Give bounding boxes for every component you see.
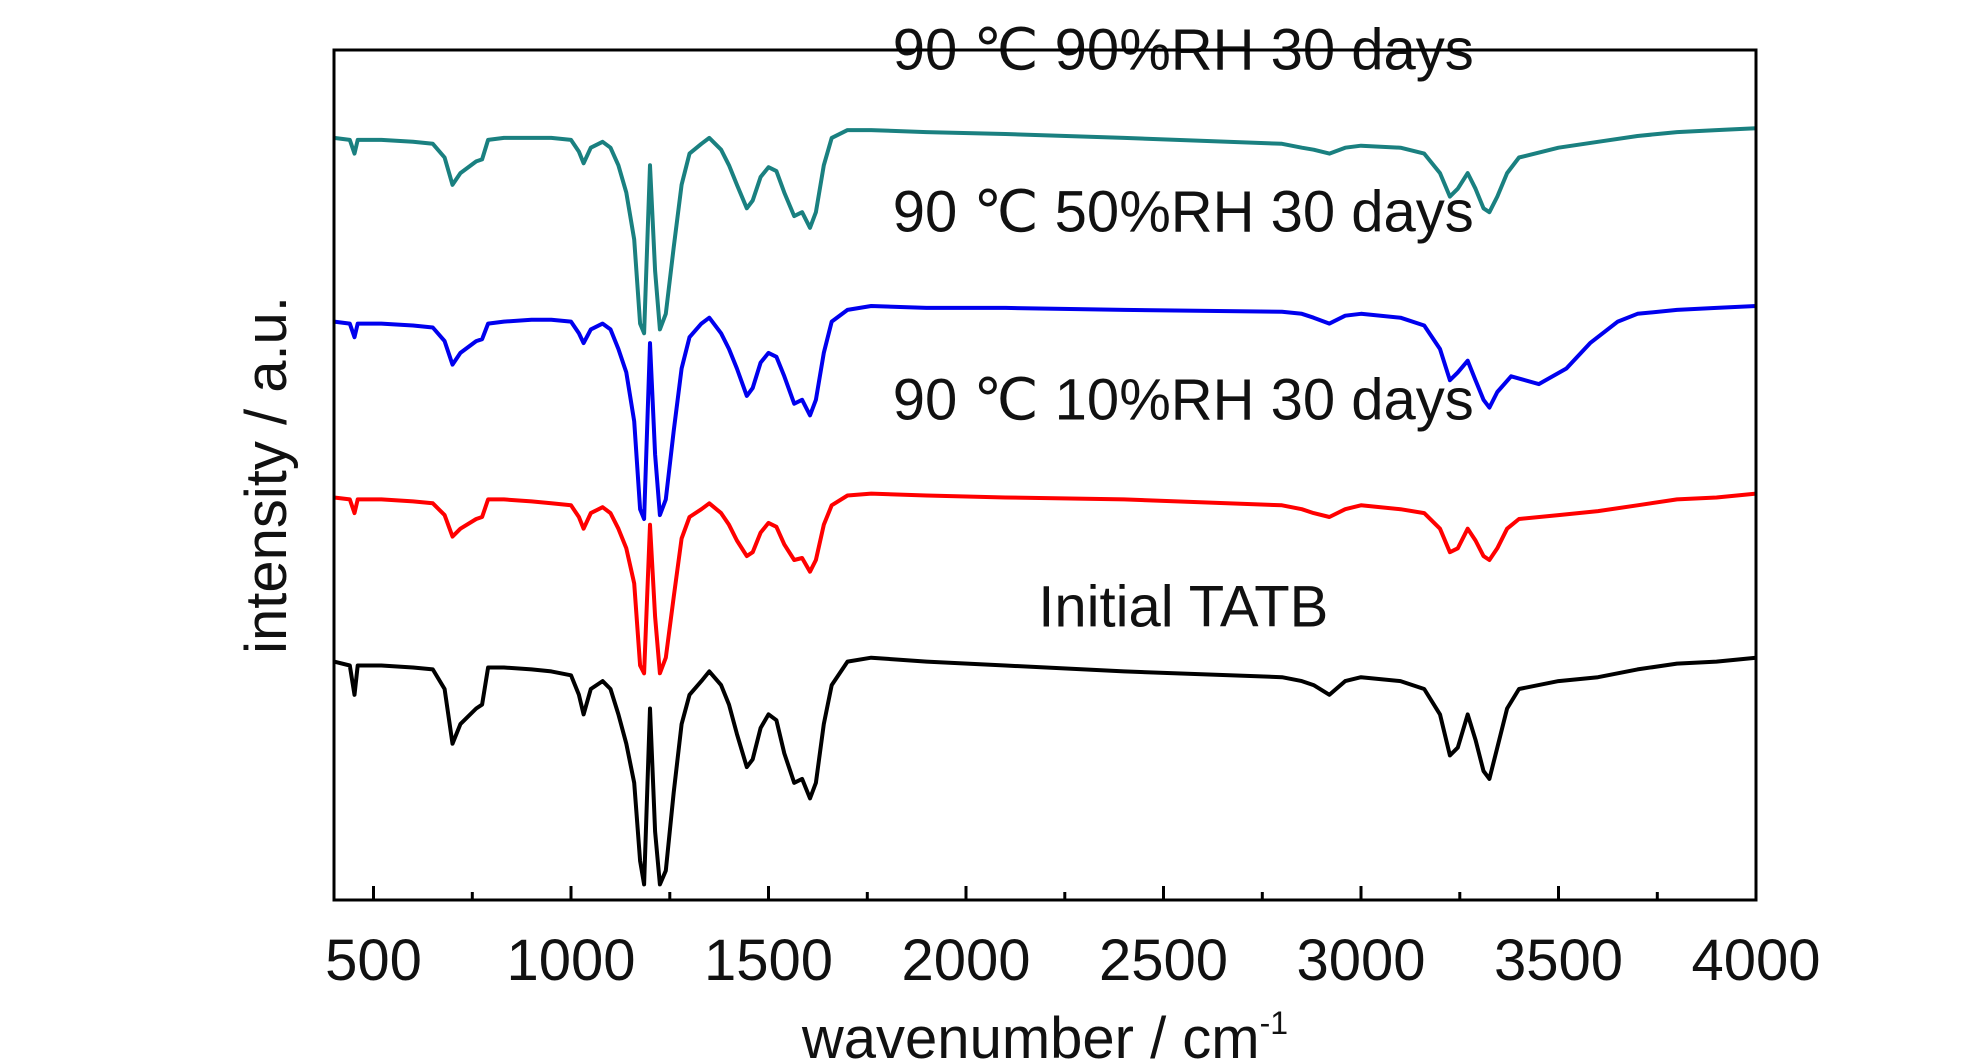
y-axis-title: intensity / a.u. (234, 296, 299, 654)
series-annotation-2: 90 ℃ 10%RH 30 days (893, 367, 1474, 432)
x-axis-title: wavenumber / cm-1 (801, 1005, 1288, 1062)
series-line-2 (333, 304, 1757, 521)
series-annotation-3: Initial TATB (1038, 574, 1328, 639)
series-annotation-1: 90 ℃ 50%RH 30 days (893, 180, 1474, 245)
x-tick-label: 3500 (1494, 928, 1623, 993)
x-tick-label: 2000 (901, 928, 1030, 993)
series-line-0 (333, 655, 1757, 887)
x-tick-label: 3000 (1296, 928, 1425, 993)
series-line-3 (333, 126, 1757, 336)
x-axis-ticks: 500 1000 1500 2000 2500 3000 3500 4000 (325, 886, 1821, 993)
series-line-1 (333, 491, 1757, 676)
x-tick-label: 500 (325, 928, 422, 993)
x-tick-label: 4000 (1691, 928, 1820, 993)
plot-frame (332, 48, 1758, 902)
x-tick-label: 1000 (506, 928, 635, 993)
x-axis-title-text: wavenumber / cm (801, 1006, 1260, 1062)
x-tick-label: 1500 (704, 928, 833, 993)
x-axis-title-superscript: -1 (1260, 1005, 1288, 1041)
x-tick-label: 2500 (1099, 928, 1228, 993)
series-layer (333, 126, 1757, 887)
